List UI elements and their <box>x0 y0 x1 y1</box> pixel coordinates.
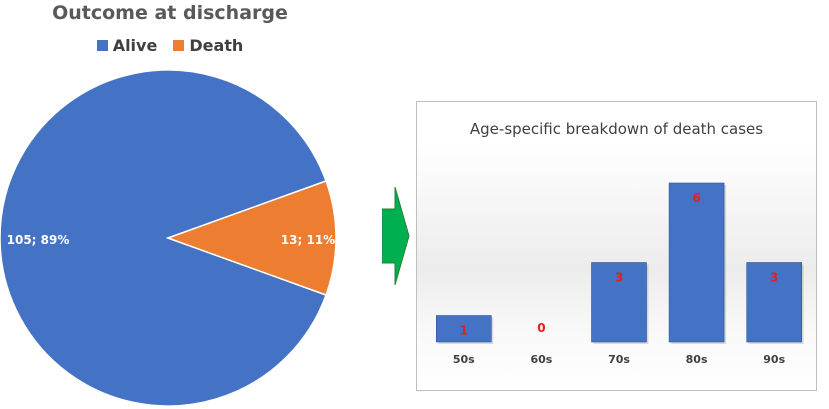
right-arrow-icon <box>382 187 410 285</box>
pie-chart: 105; 89% 13; 11% <box>0 69 337 407</box>
value-label-50s: 1 <box>460 324 468 338</box>
category-label-80s: 80s <box>686 353 708 366</box>
value-label-70s: 3 <box>615 271 623 285</box>
pie-label-alive: 105; 89% <box>7 233 70 247</box>
legend-swatch-alive <box>96 40 108 51</box>
bar-chart-title: Age-specific breakdown of death cases <box>469 120 764 138</box>
category-label-70s: 70s <box>608 353 630 366</box>
bar-70s <box>591 262 647 343</box>
value-label-90s: 3 <box>770 271 778 285</box>
legend-label-alive: Alive <box>112 36 158 55</box>
pie-legend: Alive Death <box>0 36 340 55</box>
bar-50s <box>435 315 492 343</box>
category-label-60s: 60s <box>530 353 552 366</box>
pie-slice-death <box>165 180 337 296</box>
legend-item-death: Death <box>173 36 243 55</box>
bar-chart-panel: Age-specific breakdown of death cases 1 5… <box>416 101 817 391</box>
bar-80s <box>668 182 725 343</box>
legend-swatch-death <box>173 40 185 51</box>
pie-chart-title: Outcome at discharge <box>52 2 288 24</box>
pie-label-death: 13; 11% <box>281 233 335 247</box>
value-label-80s: 6 <box>692 191 700 205</box>
pie-slice-alive <box>0 69 327 407</box>
category-label-90s: 90s <box>763 353 785 366</box>
category-label-50s: 50s <box>453 353 475 366</box>
bar-90s <box>746 262 803 343</box>
bar-chart: 1 50s 0 60s 3 70s 6 80s 3 90s <box>435 182 804 366</box>
legend-item-alive: Alive <box>96 36 158 55</box>
value-label-60s: 0 <box>537 321 545 335</box>
legend-label-death: Death <box>189 36 244 55</box>
